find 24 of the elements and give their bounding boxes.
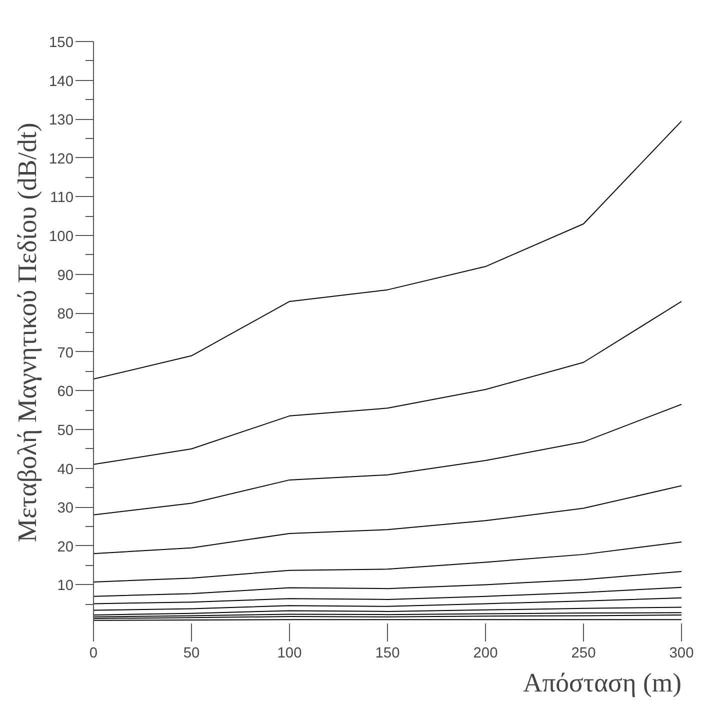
y-tick-label: 130 xyxy=(49,112,74,129)
y-tick-label: 50 xyxy=(57,423,74,439)
x-tick-label: 50 xyxy=(183,646,200,662)
y-tick-label: 100 xyxy=(49,229,74,245)
x-tick-label: 100 xyxy=(277,646,302,662)
x-tick-label: 200 xyxy=(473,646,498,662)
y-tick-label: 60 xyxy=(57,384,74,400)
y-tick-label: 30 xyxy=(57,500,74,517)
x-tick-label: 250 xyxy=(571,646,596,662)
y-tick-label: 40 xyxy=(57,462,74,478)
x-tick-label: 150 xyxy=(375,646,400,662)
y-tick-label: 90 xyxy=(57,268,74,284)
y-tick-label: 10 xyxy=(57,578,74,594)
y-tick-label: 110 xyxy=(50,190,74,206)
x-tick-label: 300 xyxy=(669,646,694,662)
y-tick-label: 80 xyxy=(57,306,74,323)
x-axis-title: Απόσταση (m) xyxy=(522,668,682,698)
y-tick-label: 140 xyxy=(49,74,74,90)
y-tick-label: 120 xyxy=(49,151,74,168)
y-tick-label: 150 xyxy=(49,35,74,51)
y-axis-title: Μεταβολή Μαγνητικού Πεδίου (dB/dt) xyxy=(12,122,42,542)
y-tick-label: 70 xyxy=(57,345,74,362)
y-tick-label: 20 xyxy=(57,539,74,556)
x-tick-label: 0 xyxy=(89,646,98,662)
